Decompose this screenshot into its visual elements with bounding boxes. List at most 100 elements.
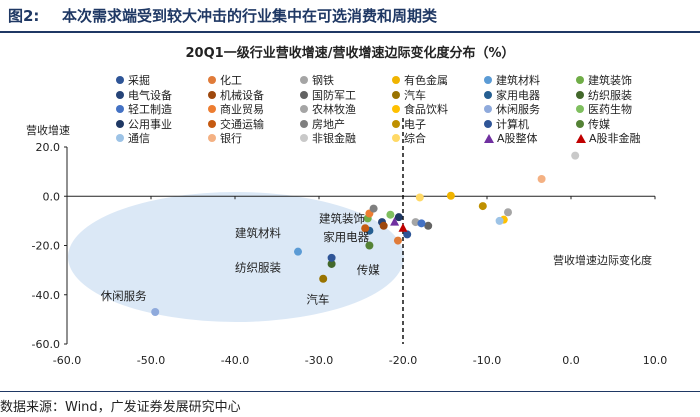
- legend-dot-marker: [484, 119, 492, 128]
- data-point: [504, 208, 512, 217]
- legend-item: 家用电器: [484, 89, 540, 102]
- data-point: [424, 221, 433, 230]
- chart-title: 20Q1一级行业营收增速/营收增速边际变化度分布（%）: [185, 46, 515, 61]
- x-tick-label: -30.0: [305, 354, 333, 367]
- data-point: [369, 204, 378, 213]
- legend-item: 休闲服务: [484, 103, 540, 116]
- annotation-label: 家用电器: [323, 230, 369, 244]
- data-point-triangle: [398, 223, 408, 232]
- legend-dot-marker: [392, 90, 400, 99]
- data-point: [415, 193, 424, 202]
- x-tick-label: 0.0: [562, 354, 580, 367]
- legend-item: 建筑装饰: [576, 74, 632, 87]
- data-point: [379, 221, 388, 230]
- legend-item: 机械设备: [208, 89, 264, 102]
- x-tick-label: -20.0: [389, 354, 417, 367]
- legend-dot-marker: [116, 105, 124, 113]
- legend-item: 农林牧渔: [300, 103, 356, 116]
- legend-dot-marker: [116, 134, 124, 142]
- data-point: [327, 253, 336, 262]
- x-tick-label: -40.0: [221, 354, 249, 367]
- chart-legend: 采掘 化工 钢铁 有色金属 建筑材料 建筑装饰 电气设备 机械设备 国防军工 汽车 家用电器 纺织服装…: [116, 74, 676, 145]
- legend-dot-marker: [392, 134, 400, 142]
- scatter-plot: -60.0 -50.0 -40.0 -30.0 -20.0 -10.0 0.0 10.0 20.…: [32, 118, 668, 367]
- legend-label: A股整体: [497, 132, 538, 145]
- data-point: [394, 213, 403, 222]
- legend-item: 非银金融: [300, 132, 356, 145]
- legend-item: 商业贸易: [208, 103, 264, 116]
- legend-dot-marker: [392, 119, 400, 128]
- data-point: [294, 247, 302, 256]
- legend-label: 综合: [404, 132, 426, 145]
- legend-label: 交通运输: [220, 117, 264, 131]
- legend-item: 公用事业: [116, 118, 172, 131]
- legend-item: A股非金融: [576, 132, 641, 145]
- x-axis-label: 营收增速边际变化度: [553, 254, 652, 267]
- legend-label: 建筑装饰: [588, 74, 632, 87]
- legend-dot-marker: [300, 134, 308, 142]
- data-point: [151, 307, 160, 316]
- legend-dot-marker: [116, 90, 124, 99]
- legend-dot-marker: [300, 119, 308, 128]
- annotation-label: 汽车: [306, 293, 329, 307]
- figure-title: 图2: 本次需求端受到较大冲击的行业集中在可选消费和周期类: [0, 0, 700, 30]
- data-point: [319, 274, 328, 283]
- x-tick-label: -10.0: [473, 354, 501, 367]
- x-tick-label: -50.0: [137, 354, 165, 367]
- legend-dot-marker: [576, 119, 584, 128]
- data-source: 数据来源：Wind，广发证券发展研究中心: [0, 400, 241, 415]
- figure-title-text: 本次需求端受到较大冲击的行业集中在可选消费和周期类: [62, 7, 438, 25]
- legend-dot-marker: [300, 76, 308, 84]
- legend-dot-marker: [300, 90, 308, 99]
- legend-label: 银行: [220, 132, 242, 145]
- title-divider: [0, 31, 700, 33]
- legend-label: 机械设备: [220, 88, 264, 102]
- legend-dot-marker: [208, 105, 216, 113]
- legend-label: 医药生物: [588, 103, 632, 116]
- legend-label: 传媒: [588, 117, 610, 131]
- legend-label: 公用事业: [128, 117, 172, 131]
- legend-label: 国防军工: [312, 88, 356, 102]
- legend-dot-marker: [208, 134, 216, 142]
- data-point: [365, 241, 374, 250]
- legend-dot-marker: [392, 105, 400, 113]
- highlight-ellipse: [68, 192, 404, 322]
- legend-item: 轻工制造: [116, 103, 172, 116]
- y-tick-label: -20.0: [32, 240, 60, 253]
- legend-item: 汽车: [392, 89, 426, 102]
- legend-label: 轻工制造: [128, 103, 172, 116]
- legend-triangle-marker: [576, 134, 586, 143]
- legend-label: 纺织服装: [588, 88, 632, 102]
- legend-item: 医药生物: [576, 103, 632, 116]
- data-point: [393, 236, 402, 245]
- legend-label: 钢铁: [312, 74, 334, 87]
- legend-item: 银行: [208, 132, 242, 145]
- x-tick-label: -60.0: [53, 354, 81, 367]
- annotation-label: 休闲服务: [101, 289, 147, 303]
- legend-dot-marker: [484, 76, 492, 84]
- legend-label: 电气设备: [128, 88, 172, 102]
- data-point: [403, 230, 412, 239]
- legend-dot-marker: [576, 76, 584, 84]
- legend-label: 有色金属: [404, 74, 448, 87]
- legend-dot-marker: [208, 76, 216, 84]
- legend-dot-marker: [484, 105, 492, 113]
- legend-item: 有色金属: [392, 74, 448, 87]
- data-point: [446, 191, 455, 200]
- data-point-triangle: [390, 217, 400, 226]
- legend-dot-marker: [576, 90, 584, 99]
- legend-label: 商业贸易: [220, 103, 264, 116]
- legend-dot-marker: [576, 105, 584, 113]
- legend-item: 房地产: [300, 118, 345, 131]
- y-tick-label: -40.0: [32, 289, 60, 302]
- data-point: [537, 175, 546, 184]
- annotation-label: 纺织服装: [235, 261, 281, 275]
- legend-dot-marker: [116, 119, 124, 128]
- y-tick-label: -60.0: [32, 338, 60, 351]
- data-point: [478, 202, 487, 211]
- legend-label: 汽车: [404, 88, 426, 102]
- legend-label: 采掘: [128, 74, 150, 87]
- annotation-label: 建筑材料: [235, 226, 281, 240]
- x-tick-label: 10.0: [643, 354, 668, 367]
- legend-label: 休闲服务: [496, 103, 540, 116]
